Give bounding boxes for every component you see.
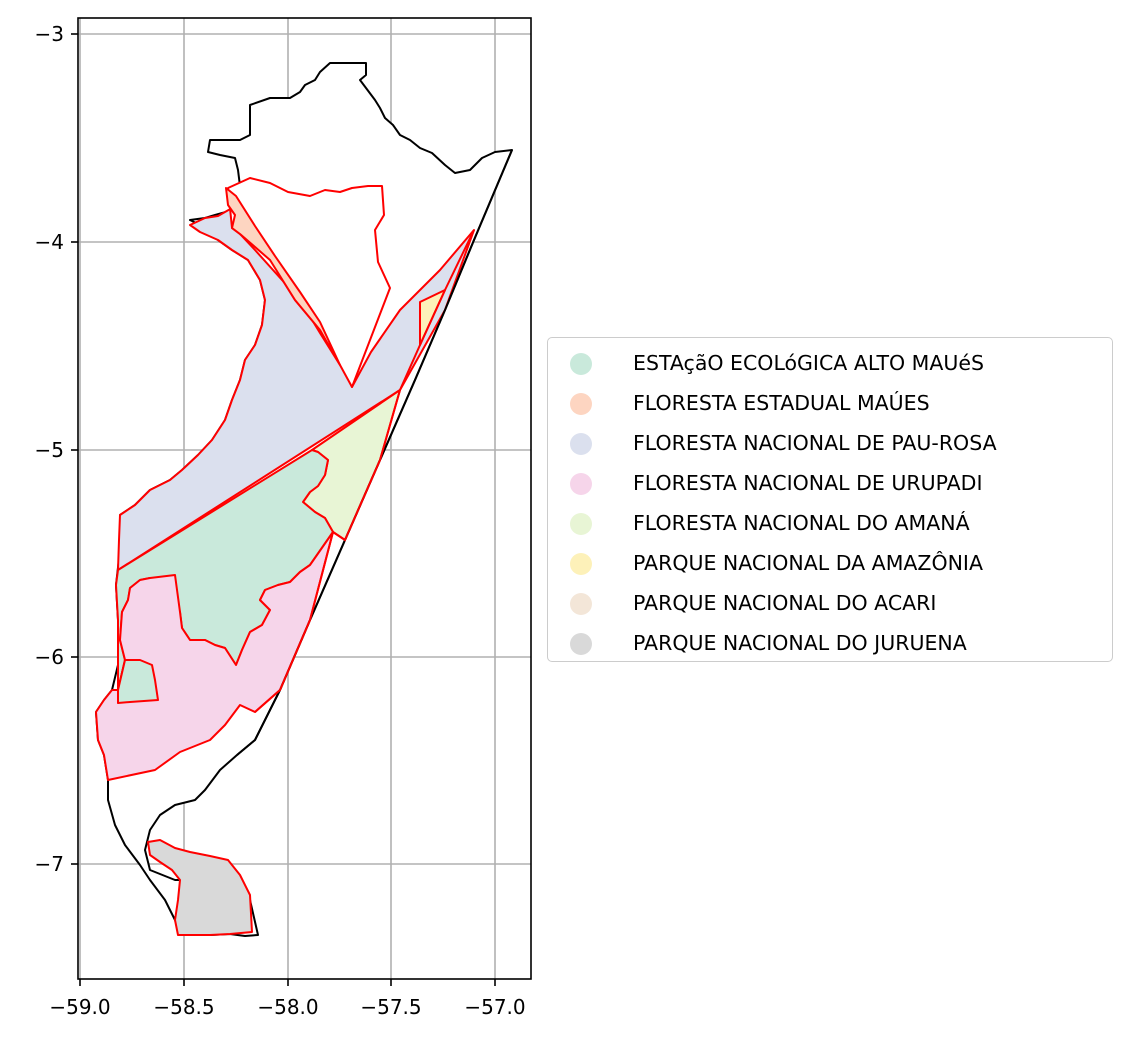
legend-marker xyxy=(570,633,592,655)
legend-item: FLORESTA NACIONAL DE PAU-ROSA xyxy=(548,424,1112,464)
legend-marker xyxy=(570,393,592,415)
legend-item: FLORESTA NACIONAL DO AMANÁ xyxy=(548,504,1112,544)
legend-item: FLORESTA ESTADUAL MAÚES xyxy=(548,384,1112,424)
x-axis: −59.0 −58.5 −58.0 −57.5 −57.0 xyxy=(49,979,526,1019)
axes-frame xyxy=(77,17,532,980)
area-floresta-estadual-maues xyxy=(225,187,341,366)
x-tick-label: −58.0 xyxy=(257,995,318,1019)
y-tick-label: −4 xyxy=(35,230,64,254)
y-tick-label: −7 xyxy=(35,852,64,876)
legend-item: PARQUE NACIONAL DA AMAZÔNIA xyxy=(548,544,1112,584)
legend-label: FLORESTA NACIONAL DO AMANÁ xyxy=(633,511,970,535)
area-juruena xyxy=(147,839,253,936)
legend-label: PARQUE NACIONAL DO ACARI xyxy=(633,591,937,615)
legend-label: PARQUE NACIONAL DO JURUENA xyxy=(633,631,967,655)
y-tick-label: −5 xyxy=(35,438,64,462)
legend-marker xyxy=(570,353,592,375)
legend-item: PARQUE NACIONAL DO ACARI xyxy=(548,584,1112,624)
area-alto-maues xyxy=(227,177,391,388)
legend-label: PARQUE NACIONAL DA AMAZÔNIA xyxy=(633,551,984,575)
legend-label: ESTAçãO ECOLóGICA ALTO MAUéS xyxy=(633,351,984,375)
y-axis: −3 −4 −5 −6 −7 xyxy=(35,22,78,876)
legend: ESTAçãO ECOLóGICA ALTO MAUéS FLORESTA ES… xyxy=(547,337,1113,662)
legend-item: FLORESTA NACIONAL DE URUPADI xyxy=(548,464,1112,504)
legend-marker xyxy=(570,473,592,495)
legend-item: PARQUE NACIONAL DO JURUENA xyxy=(548,624,1112,664)
legend-label: FLORESTA NACIONAL DE PAU-ROSA xyxy=(633,431,997,455)
x-tick-label: −59.0 xyxy=(49,995,110,1019)
y-tick-label: −6 xyxy=(35,645,64,669)
legend-marker xyxy=(570,433,592,455)
legend-label: FLORESTA NACIONAL DE URUPADI xyxy=(633,471,983,495)
legend-item: ESTAçãO ECOLóGICA ALTO MAUéS xyxy=(548,344,1112,384)
y-tick-label: −3 xyxy=(35,22,64,46)
legend-marker xyxy=(570,513,592,535)
legend-marker xyxy=(570,553,592,575)
legend-label: FLORESTA ESTADUAL MAÚES xyxy=(633,391,930,415)
x-tick-label: −57.0 xyxy=(464,995,525,1019)
x-tick-label: −58.5 xyxy=(153,995,214,1019)
east-boundary-red xyxy=(254,229,475,713)
x-tick-label: −57.5 xyxy=(360,995,421,1019)
legend-marker xyxy=(570,593,592,615)
area-estacao-west xyxy=(117,659,159,704)
